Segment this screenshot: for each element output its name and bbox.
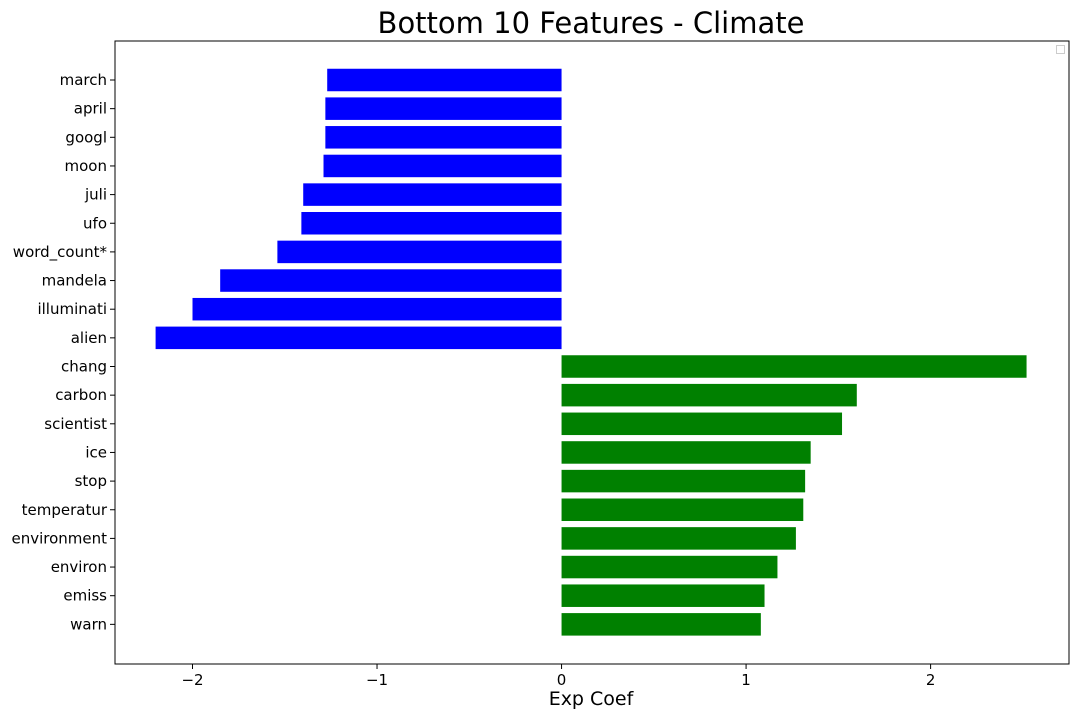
bar-april	[325, 97, 562, 120]
bar-chang	[561, 355, 1027, 378]
y-tick-label: googl	[65, 128, 107, 146]
bar-temperatur	[561, 498, 804, 521]
y-tick-label: alien	[71, 329, 107, 347]
y-tick-label: march	[60, 71, 107, 89]
bar-illuminati	[192, 297, 562, 321]
y-tick-label: chang	[61, 358, 107, 376]
y-tick-label: stop	[75, 472, 107, 490]
y-tick-label: warn	[70, 615, 107, 633]
y-tick-label: temperatur	[22, 501, 108, 519]
bar-word-count	[277, 240, 562, 264]
bar-ufo	[301, 212, 562, 235]
bars	[155, 68, 1027, 636]
bar-mandela	[220, 269, 562, 292]
x-axis: −2 −1 0 1 2	[181, 664, 935, 689]
bar-scientist	[561, 412, 843, 436]
x-tick-label: −2	[181, 671, 203, 689]
x-tick-label: 1	[741, 671, 751, 689]
bar-stop	[561, 469, 806, 493]
legend-box	[1056, 45, 1065, 54]
bar-moon	[323, 154, 562, 178]
y-tick-label: mandela	[42, 272, 107, 290]
y-tick-label: emiss	[63, 587, 107, 605]
y-tick-label: word_count*	[13, 243, 108, 262]
y-tick-label: illuminati	[37, 300, 107, 318]
bar-emiss	[561, 584, 765, 607]
chart-title: Bottom 10 Features - Climate	[378, 6, 805, 40]
y-tick-label: environment	[11, 529, 107, 547]
y-tick-label: april	[74, 100, 107, 118]
bar-environ	[561, 555, 778, 579]
y-tick-label: environ	[51, 558, 107, 576]
y-tick-label: juli	[84, 186, 107, 204]
y-tick-label: ufo	[83, 214, 107, 232]
x-tick-label: 0	[557, 671, 567, 689]
x-tick-label: 2	[926, 671, 936, 689]
bar-carbon	[561, 383, 857, 407]
plot-area	[114, 40, 1070, 665]
x-tick-label: −1	[366, 671, 388, 689]
y-tick-label: ice	[85, 443, 107, 461]
y-axis: march april googl moon juli ufo word_count*man…	[11, 71, 115, 633]
bar-googl	[325, 126, 562, 149]
bar-warn	[561, 613, 761, 636]
y-tick-label: carbon	[55, 386, 107, 404]
bar-ice	[561, 441, 811, 464]
y-tick-label: scientist	[44, 415, 107, 433]
bar-juli	[303, 183, 562, 206]
y-tick-label: moon	[65, 157, 107, 175]
x-axis-label: Exp Coef	[549, 688, 635, 710]
bar-environment	[561, 527, 796, 550]
bar-alien	[155, 326, 562, 350]
bar-march	[327, 68, 562, 92]
